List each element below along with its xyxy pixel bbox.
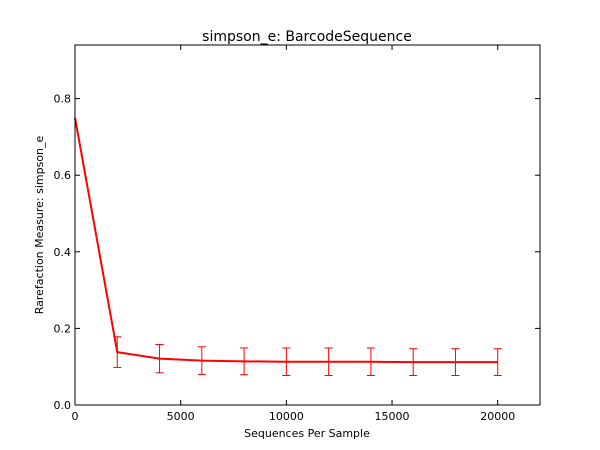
ticks-layer: 0 5000 10000 15000 20000 0.0 0.2 0.4 0.6 0.8 [54, 45, 540, 423]
plot-frame [74, 44, 541, 406]
y-tick-label: 0.6 [54, 169, 72, 182]
series-layer [74, 117, 502, 377]
x-axis-title: Sequences Per Sample [244, 427, 370, 440]
x-tick-label: 15000 [375, 410, 410, 423]
series-line [74, 117, 498, 364]
y-tick-label: 0.2 [54, 322, 72, 335]
y-axis-title: Rarefaction Measure: simpson_e [33, 135, 46, 314]
y-tick-label: 0.4 [54, 246, 72, 259]
x-tick-label: 20000 [480, 410, 515, 423]
x-tick-label: 0 [72, 410, 79, 423]
chart-title: simpson_e: BarcodeSequence [202, 29, 412, 45]
x-tick-label: 10000 [269, 410, 304, 423]
y-tick-label: 0.0 [54, 399, 72, 412]
x-tick-label: 5000 [167, 410, 195, 423]
y-tick-label: 0.8 [54, 93, 72, 106]
